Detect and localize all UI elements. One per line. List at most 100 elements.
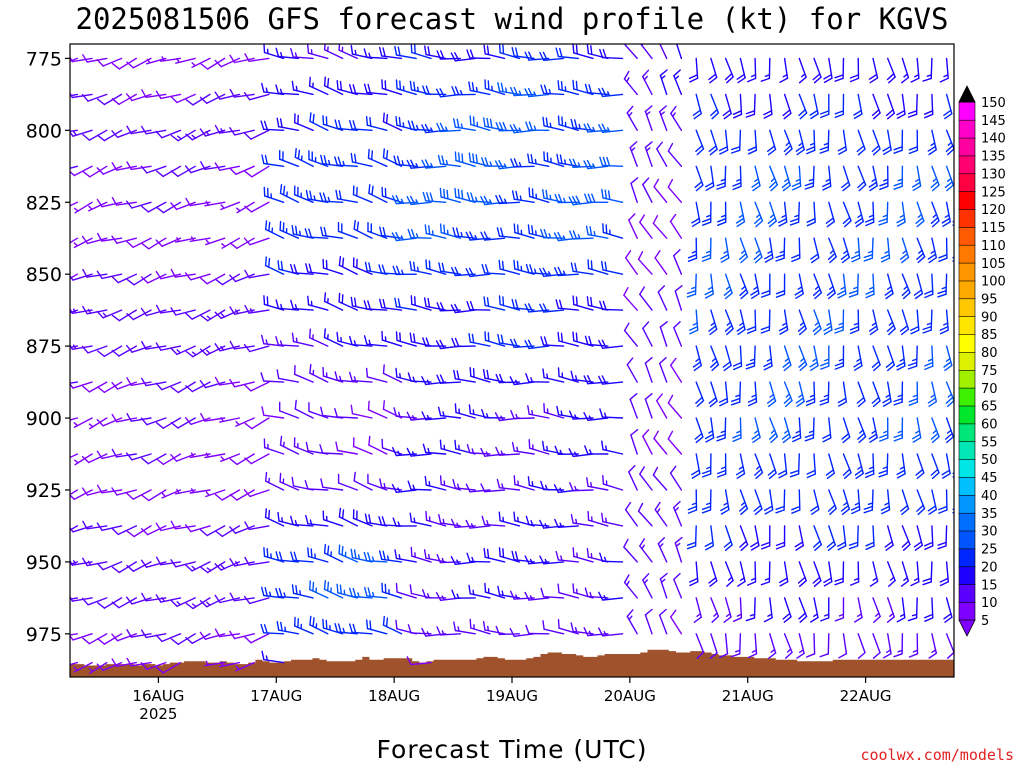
wind-barb: [886, 597, 895, 623]
wind-barb: [309, 363, 329, 383]
wind-barb: [145, 57, 167, 65]
wind-barb: [338, 256, 358, 275]
wind-barb: [349, 119, 373, 132]
wind-barb: [219, 661, 241, 668]
wind-barb: [746, 561, 757, 586]
wind-barb: [708, 381, 718, 408]
wind-barb: [290, 263, 314, 275]
wind-barb: [70, 453, 79, 459]
wind-barb: [263, 186, 285, 204]
wind-barb: [244, 305, 270, 314]
wind-barb: [540, 84, 565, 96]
wind-barb: [155, 661, 182, 674]
wind-barb: [882, 129, 892, 156]
wind-barb: [81, 453, 108, 464]
wind-barb: [871, 345, 881, 372]
wind-barb: [850, 489, 861, 515]
wind-barb: [338, 44, 358, 60]
wind-barb: [436, 122, 462, 133]
wind-barb: [229, 525, 255, 534]
wind-barb: [791, 237, 801, 263]
wind-barb: [930, 417, 940, 444]
wind-barb: [126, 561, 152, 572]
wind-barb: [760, 561, 771, 586]
wind-barb: [70, 91, 93, 99]
wind-barb: [880, 237, 891, 263]
wind-barb: [717, 201, 727, 227]
wind-barb: [235, 661, 255, 672]
wind-barb: [410, 546, 432, 563]
wind-barb: [244, 521, 270, 531]
wind-barb: [480, 447, 506, 457]
wind-barb: [73, 201, 93, 214]
wind-barb: [378, 516, 403, 527]
wind-barb: [279, 472, 300, 491]
wind-barb: [694, 417, 704, 444]
wind-barb: [693, 597, 702, 623]
colorbar-box: [958, 494, 976, 514]
wind-barb: [70, 661, 79, 666]
wind-barb: [229, 165, 255, 176]
wind-barb: [382, 112, 403, 132]
wind-barb: [243, 237, 270, 246]
wind-barb: [686, 525, 697, 550]
wind-barb: [730, 129, 742, 154]
wind-barb: [111, 162, 138, 171]
colorbar-label: 30: [981, 525, 998, 540]
wind-barb: [185, 633, 211, 644]
wind-barb: [323, 292, 344, 311]
wind-barb: [542, 440, 565, 455]
wind-barb: [539, 303, 565, 313]
wind-barb: [513, 475, 535, 491]
wind-barb: [893, 165, 904, 190]
wind-barb: [826, 525, 836, 551]
wind-barb: [510, 158, 535, 168]
wind-barb: [276, 369, 300, 383]
wind-barb: [395, 331, 417, 347]
wind-barb: [695, 381, 705, 408]
wind-barb: [305, 514, 329, 527]
wind-barb: [869, 561, 879, 587]
colorbar-box: [958, 244, 976, 264]
wind-barb: [453, 621, 476, 635]
wind-barb: [834, 57, 845, 82]
wind-barb: [510, 409, 535, 420]
wind-barb: [569, 158, 594, 169]
wind-barb: [243, 633, 270, 644]
wind-barb: [841, 165, 851, 192]
y-tick-label: 825: [26, 192, 62, 214]
wind-barb: [674, 536, 683, 563]
wind-barb: [750, 525, 760, 551]
wind-barb: [924, 525, 934, 550]
wind-barb: [943, 345, 953, 372]
wind-barb: [439, 187, 462, 204]
wind-barb: [710, 345, 720, 372]
wind-barb: [498, 547, 521, 563]
wind-barb: [854, 597, 863, 623]
wind-barb: [450, 556, 476, 565]
wind-barb: [204, 452, 226, 459]
wind-barb: [819, 633, 830, 658]
wind-barb: [732, 417, 742, 442]
wind-barb: [126, 489, 152, 500]
wind-barb: [794, 525, 804, 551]
wind-barb: [659, 105, 668, 132]
wind-barb: [140, 629, 167, 639]
wind-barb: [260, 120, 285, 132]
wind-barb: [865, 273, 875, 299]
wind-barb: [184, 524, 211, 533]
wind-barb: [584, 193, 609, 204]
wind-barb: [392, 265, 417, 276]
wind-barb: [199, 597, 226, 608]
wind-barbs: [70, 44, 954, 674]
wind-barb: [96, 484, 123, 494]
wind-barb: [338, 292, 358, 311]
wind-barb: [170, 559, 196, 568]
wind-barb: [379, 298, 403, 311]
wind-barb: [126, 237, 152, 249]
wind-barb: [599, 48, 624, 60]
wind-barb: [323, 328, 344, 347]
wind-barb: [382, 148, 403, 168]
wind-barb: [96, 417, 123, 427]
